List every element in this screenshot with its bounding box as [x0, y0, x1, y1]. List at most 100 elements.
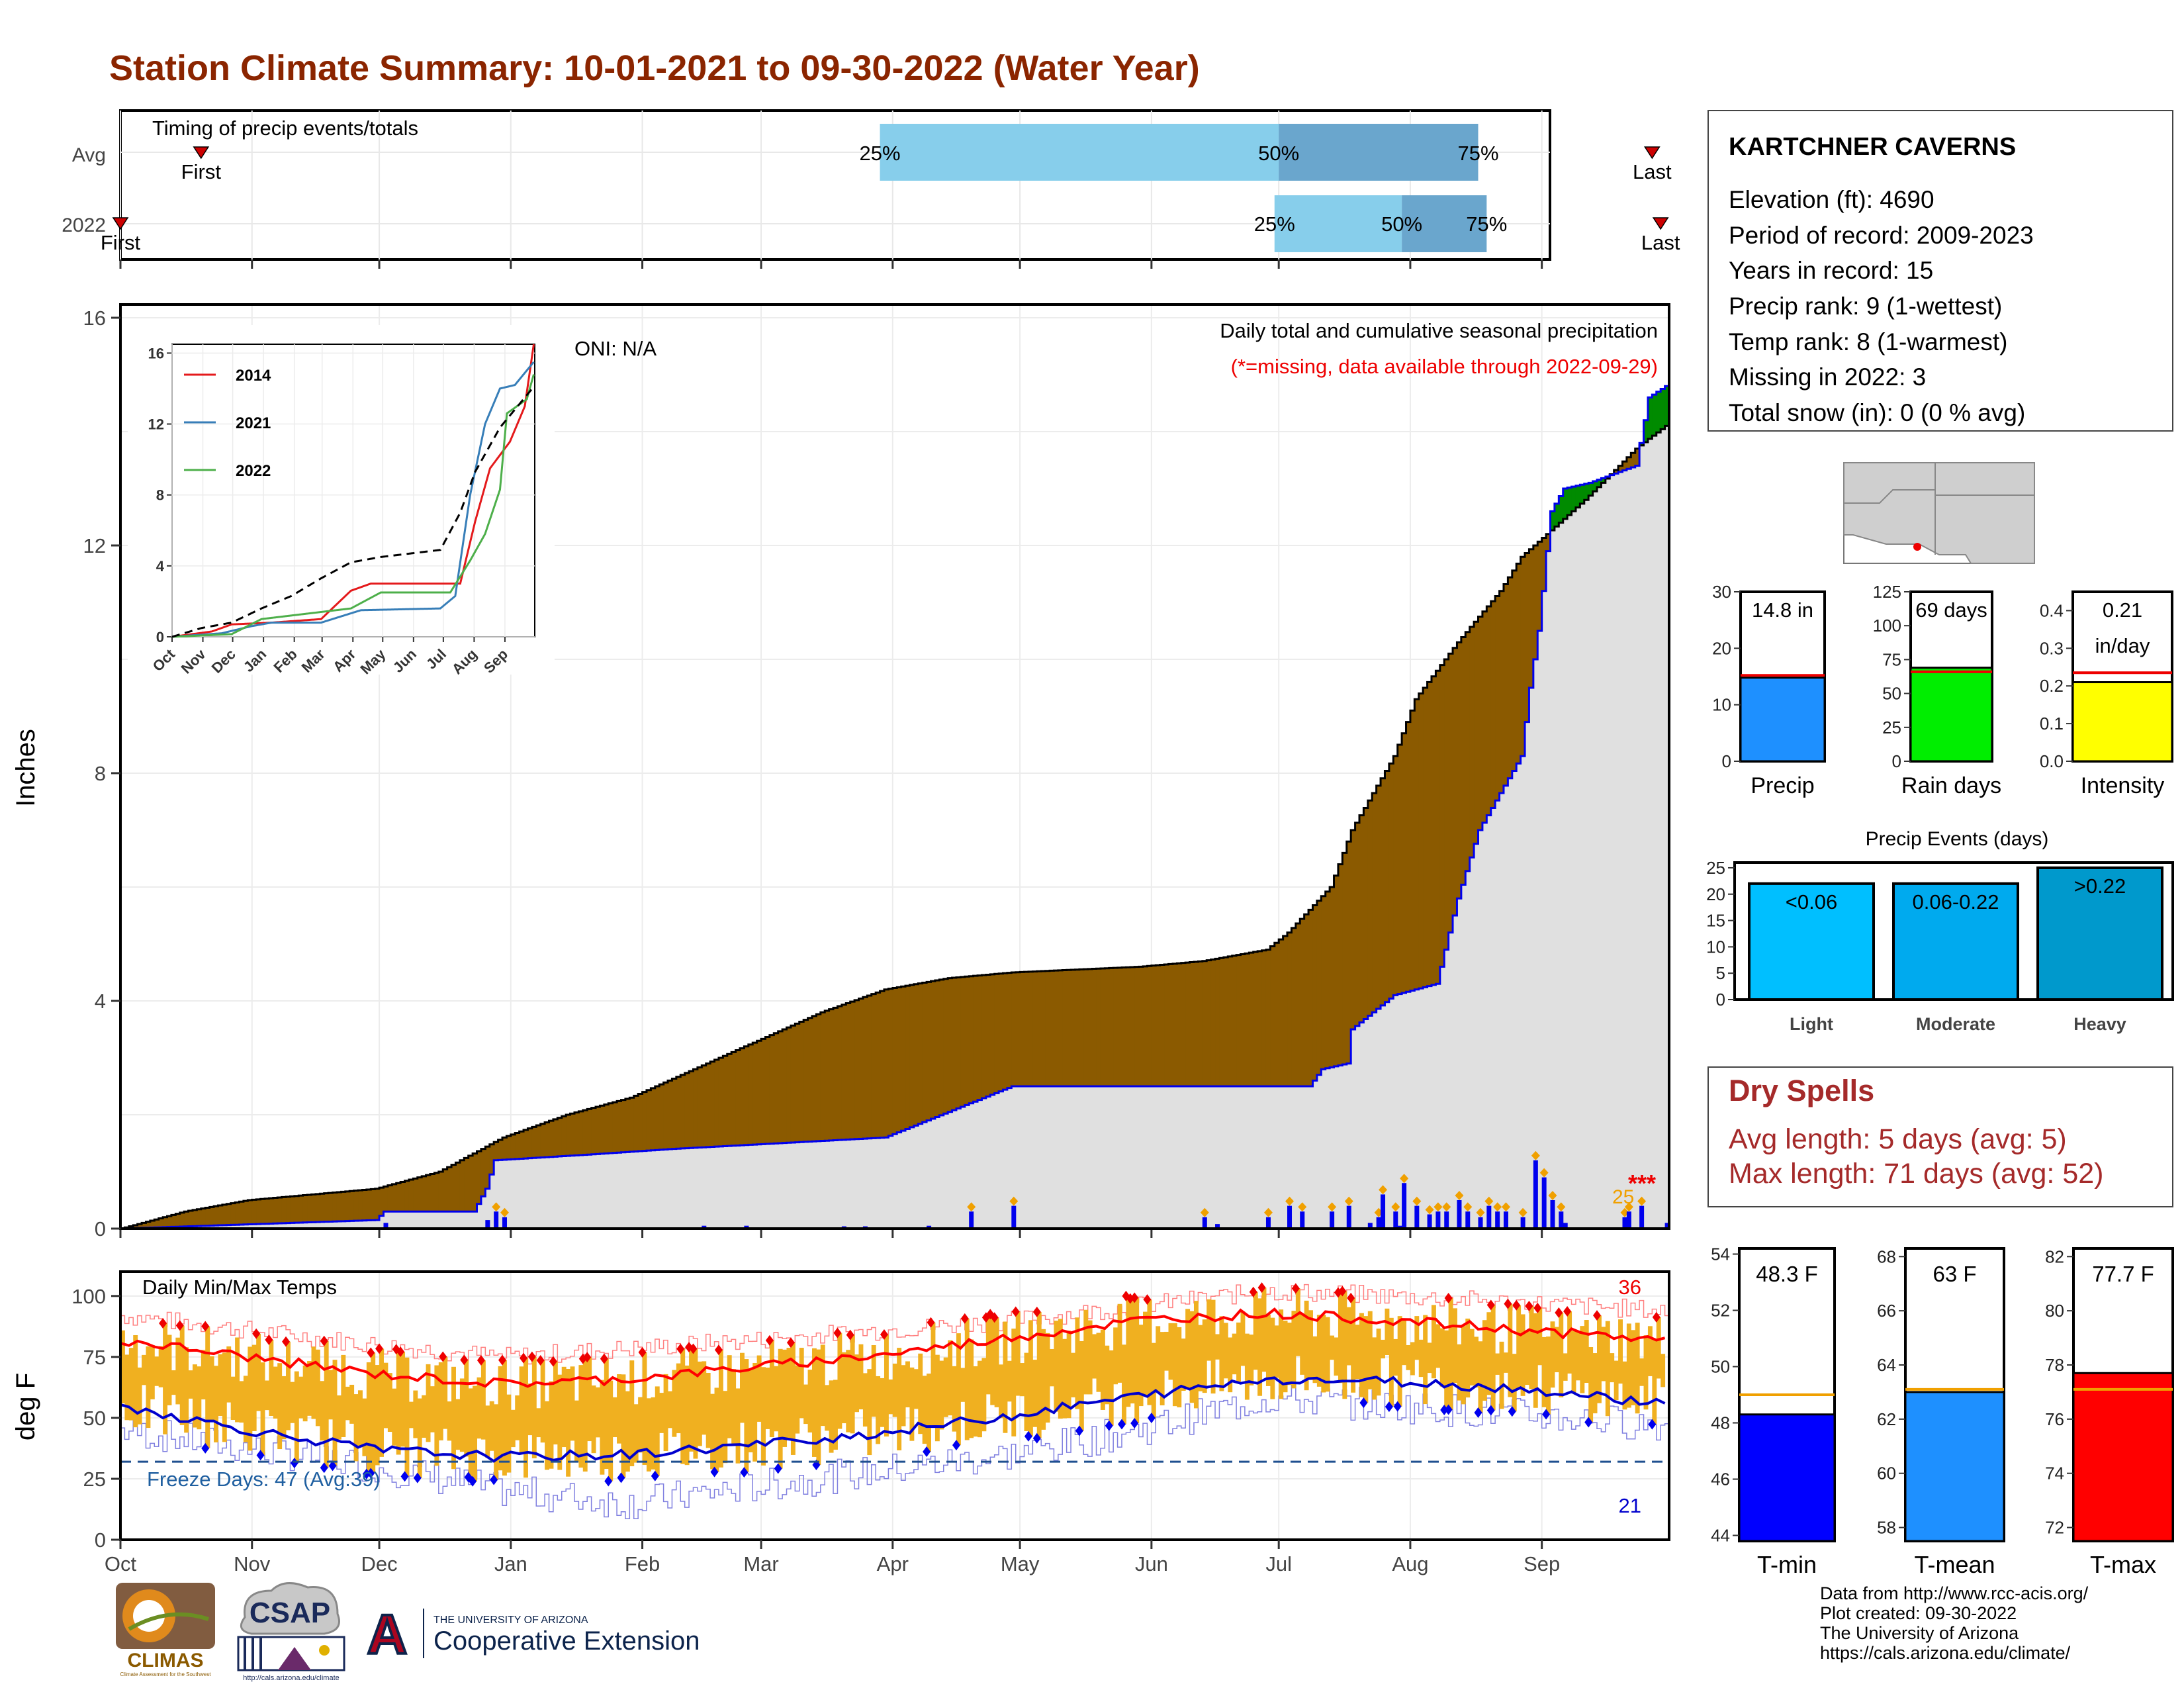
cumulative-difference-day-247	[1168, 964, 1173, 1086]
daily-temp-range-238	[1130, 1298, 1135, 1404]
summary-ytick-label-rain_days-0: 0	[1892, 751, 1901, 771]
daily-precip-bar-37	[1550, 1200, 1555, 1229]
daily-temp-range-353	[1618, 1319, 1623, 1384]
cumulative-difference-day-24	[222, 1204, 227, 1225]
daily-temp-range-327	[1508, 1303, 1513, 1397]
cumulative-difference-day-226	[1079, 969, 1084, 1086]
summary-bar-precip_total	[1739, 677, 1826, 763]
cumulative-difference-day-347	[1592, 481, 1598, 492]
daily-temp-range-350	[1605, 1321, 1610, 1417]
daily-precip-marker-14	[1285, 1196, 1295, 1206]
cumulative-difference-day-223	[1066, 970, 1071, 1086]
daily-temp-range-42	[298, 1376, 304, 1419]
cumulative-difference-day-272	[1274, 943, 1279, 1086]
daily-temp-range-323	[1490, 1305, 1496, 1411]
daily-temp-range-297	[1381, 1339, 1385, 1359]
cumulative-difference-day-346	[1588, 483, 1594, 496]
cumulative-difference-day-72	[426, 1175, 431, 1212]
cumulative-difference-day-78	[451, 1164, 457, 1212]
daily-temp-range-15	[184, 1347, 189, 1433]
daily-temp-range-219	[1050, 1348, 1054, 1387]
daily-temp-range-223	[1066, 1331, 1071, 1419]
daily-temp-range-283	[1321, 1315, 1326, 1393]
daily-temp-range-277	[1295, 1288, 1300, 1356]
dry-spells-box: Dry Spells Avg length: 5 days (avg: 5) M…	[1707, 1066, 2173, 1207]
precip-ytick-label-0: 0	[95, 1217, 106, 1241]
daily-temp-range-95	[523, 1358, 528, 1478]
daily-precip-bar-29	[1465, 1211, 1471, 1229]
daily-temp-range-222	[1062, 1338, 1068, 1419]
daily-temp-range-9	[158, 1346, 163, 1387]
svg-text:http://cals.arizona.edu/climat: http://cals.arizona.edu/climate	[243, 1674, 340, 1682]
daily-temp-range-58	[366, 1362, 371, 1474]
summary-value2-intensity: in/day	[2095, 634, 2150, 657]
daily-temp-range-310	[1435, 1324, 1441, 1368]
cumulative-difference-day-364	[1664, 386, 1670, 426]
daily-low-marker-361	[1648, 1419, 1657, 1430]
cumulative-difference-day-49	[328, 1193, 334, 1222]
daily-temp-range-196	[952, 1366, 957, 1432]
summary-ytick-label-rain_days-75: 75	[1882, 649, 1901, 669]
daily-temp-range-347	[1592, 1353, 1598, 1414]
cumulative-difference-day-112	[596, 1106, 601, 1154]
daily-temp-range-295	[1372, 1337, 1377, 1400]
daily-low-marker-118	[617, 1472, 625, 1483]
daily-temp-range-30	[248, 1346, 253, 1451]
summary-ytick-label-precip_total-0: 0	[1722, 751, 1731, 771]
daily-temp-range-354	[1622, 1361, 1627, 1410]
cumulative-difference-day-269	[1261, 950, 1267, 1086]
cumulative-difference-day-120	[629, 1098, 635, 1152]
daily-temp-range-139	[710, 1393, 715, 1470]
daily-temp-range-303	[1406, 1344, 1411, 1370]
cumulative-difference-day-275	[1287, 932, 1293, 1086]
daily-temp-range-19	[201, 1350, 206, 1400]
inset-legend: 2014 2021 2022	[184, 367, 271, 480]
daily-temp-range-143	[727, 1355, 732, 1438]
cumulative-difference-day-25	[226, 1203, 232, 1225]
daily-temp-range-118	[621, 1374, 626, 1478]
daily-high-marker-327	[1504, 1298, 1512, 1309]
precip-ytick-label-8: 8	[95, 762, 106, 785]
daily-temp-range-33	[260, 1362, 265, 1456]
daily-temp-range-151	[761, 1367, 766, 1466]
daily-precip-marker-24	[1412, 1196, 1422, 1206]
daily-temp-range-144	[731, 1369, 737, 1446]
daily-temp-range-93	[515, 1395, 520, 1440]
summary-ytick-label-rain_days-25: 25	[1882, 718, 1901, 737]
temp-ytick-label-75: 75	[83, 1346, 106, 1369]
cumulative-difference-day-349	[1601, 478, 1606, 483]
cumulative-difference-day-330	[1520, 557, 1525, 757]
daily-temp-range-98	[536, 1408, 541, 1438]
daily-low-marker-233	[1105, 1420, 1113, 1431]
temp-summary-bar-tmin	[1738, 1413, 1836, 1542]
daily-temp-range-53	[345, 1386, 350, 1421]
daily-temp-range-202	[978, 1360, 982, 1438]
cumulative-difference-day-206	[994, 974, 999, 1094]
temp-summary-value-tmean: 63 F	[1933, 1262, 1976, 1286]
cumulative-difference-day-253	[1193, 961, 1199, 1086]
cumulative-difference-day-164	[816, 1014, 821, 1141]
temp-label: Daily Min/Max Temps	[142, 1276, 337, 1299]
daily-temp-range-337	[1550, 1321, 1555, 1388]
cumulative-difference-day-51	[336, 1192, 341, 1222]
daily-temp-range-25	[226, 1346, 232, 1403]
cumulative-difference-day-252	[1189, 962, 1195, 1086]
daily-temp-range-215	[1032, 1360, 1038, 1427]
cumulative-difference-day-191	[931, 981, 936, 1119]
timing-avg-bar-50-75	[1279, 124, 1479, 181]
cumulative-difference-day-314	[1453, 647, 1458, 915]
temp-summary-ytick-label-tmax-78: 78	[2045, 1355, 2064, 1375]
daily-high-marker-290	[1347, 1292, 1355, 1303]
daily-temp-range-362	[1656, 1317, 1661, 1379]
daily-temp-range-97	[531, 1356, 537, 1459]
cumulative-difference-day-280	[1308, 910, 1314, 1086]
daily-low-marker-346	[1584, 1417, 1593, 1428]
daily-temp-range-182	[892, 1363, 897, 1417]
daily-temp-range-325	[1499, 1341, 1504, 1409]
events-bar-light	[1748, 882, 1875, 1002]
timing-avg-bar-25-50	[880, 124, 1279, 181]
daily-high-marker-10	[159, 1318, 167, 1329]
cumulative-difference-day-299	[1388, 763, 1394, 999]
cumulative-difference-day-69	[413, 1178, 418, 1212]
daily-high-marker-211	[1011, 1306, 1020, 1317]
